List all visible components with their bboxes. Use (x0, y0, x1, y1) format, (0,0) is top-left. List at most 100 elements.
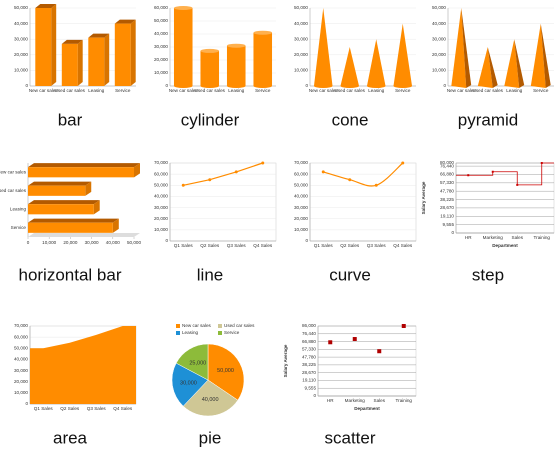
y-tick-label: 60,000 (154, 5, 168, 10)
legend-label: Used car sales (224, 323, 255, 328)
y-tick-label: 50,000 (14, 346, 28, 351)
y-tick-label: 10,000 (154, 227, 168, 232)
y-axis-title: Salary Average (421, 181, 426, 214)
bar-top (114, 19, 136, 24)
y-tick-label: 40,000 (14, 357, 28, 362)
y-tick-label: 47,780 (440, 188, 454, 193)
y-tick-label: 47,780 (302, 354, 316, 359)
y-tick-label: New car sales (0, 169, 27, 174)
pyramid-side (461, 8, 472, 88)
bar (226, 45, 246, 86)
y-tick-label: 60,000 (14, 334, 28, 339)
bar-base (173, 84, 193, 88)
x-tick-label: New car sales (309, 88, 339, 93)
chart-caption: cylinder (181, 110, 240, 129)
y-tick-label: 80,000 (440, 160, 454, 165)
bar-base (226, 84, 246, 88)
bar-top (173, 6, 193, 10)
bar-base (200, 84, 220, 88)
x-tick-label: Q2 Sales (340, 243, 360, 248)
x-tick-label: 50,000 (127, 240, 141, 245)
marker (374, 183, 378, 187)
y-tick-label: 57,330 (302, 347, 316, 352)
y-tick-label: 19,110 (440, 213, 454, 218)
y-tick-label: 20,000 (432, 52, 446, 57)
marker (208, 178, 212, 182)
x-tick-label: Q3 Sales (367, 243, 387, 248)
x-tick-label: Q1 Sales (174, 243, 194, 248)
x-tick-label: Q3 Sales (227, 243, 247, 248)
x-tick-label: 10,000 (42, 240, 56, 245)
y-tick-label: 30,000 (154, 205, 168, 210)
bar (28, 204, 94, 215)
y-tick-label: 40,000 (294, 194, 308, 199)
y-tick-label: Service (11, 225, 27, 230)
pyramid-side (514, 39, 525, 88)
cone (313, 8, 333, 88)
y-tick-label: 10,000 (294, 68, 308, 73)
x-tick-label: Service (533, 88, 549, 93)
marker (540, 162, 543, 164)
marker (261, 161, 265, 165)
y-tick-label: 20,000 (154, 216, 168, 221)
legend-swatch (218, 331, 222, 335)
area (30, 326, 136, 404)
y-tick-label: 20,000 (294, 52, 308, 57)
y-tick-label: 9,555 (443, 222, 455, 227)
marker (516, 183, 519, 186)
legend-label: New car sales (182, 323, 212, 328)
x-tick-label: Used car sales (195, 88, 226, 93)
bar-top (226, 43, 246, 48)
x-tick-label: Q4 Sales (393, 243, 413, 248)
y-tick-label: 38,225 (440, 197, 454, 202)
bar-top (28, 218, 119, 223)
marker (234, 170, 238, 174)
y-tick-label: 38,225 (302, 362, 316, 367)
y-tick-label: 20,000 (154, 57, 168, 62)
bar-top (35, 4, 57, 8)
marker (401, 324, 406, 328)
y-tick-label: 76,440 (440, 163, 454, 168)
y-tick-label: 30,000 (14, 36, 28, 41)
x-tick-label: Service (395, 88, 411, 93)
bar-side (85, 181, 92, 196)
y-tick-label: Used car sales (0, 188, 27, 193)
curve (323, 162, 404, 187)
x-tick-label: 30,000 (85, 240, 99, 245)
chart-caption: area (53, 428, 88, 447)
x-tick-label: Used car sales (473, 88, 504, 93)
x-tick-label: Leasing (368, 88, 385, 93)
x-tick-label: Q2 Sales (60, 406, 80, 411)
chart-caption: line (197, 265, 223, 284)
bar-top (61, 39, 83, 44)
legend-swatch (218, 324, 222, 328)
bar (28, 222, 113, 233)
pie-slice (182, 379, 239, 417)
y-tick-label: 50,000 (154, 183, 168, 188)
y-tick-label: 30,000 (154, 44, 168, 49)
plot-frame (455, 162, 555, 234)
y-tick-label: 70,000 (14, 323, 28, 328)
x-tick-label: Leasing (88, 88, 105, 93)
y-tick-label: 19,110 (302, 378, 316, 383)
bar (200, 50, 220, 86)
y-tick-label: 60,000 (154, 171, 168, 176)
x-axis-title: Department (492, 243, 518, 248)
plot-frame (169, 162, 277, 242)
bar (173, 8, 193, 86)
x-tick-label: HR (327, 398, 334, 403)
bar-top (200, 48, 220, 53)
x-tick-label: New car sales (447, 88, 477, 93)
legend-label: Leasing (182, 330, 199, 335)
y-tick-label: 50,000 (154, 18, 168, 23)
pyramid-side (540, 23, 551, 89)
marker (348, 178, 352, 182)
bar (28, 167, 134, 178)
pyramid (530, 23, 546, 89)
y-tick-label: Leasing (10, 206, 27, 211)
y-tick-label: 0 (305, 238, 308, 243)
y-tick-label: 0 (313, 393, 316, 398)
x-tick-label: Training (396, 398, 413, 403)
plot-frame (309, 162, 417, 242)
marker (321, 170, 325, 174)
